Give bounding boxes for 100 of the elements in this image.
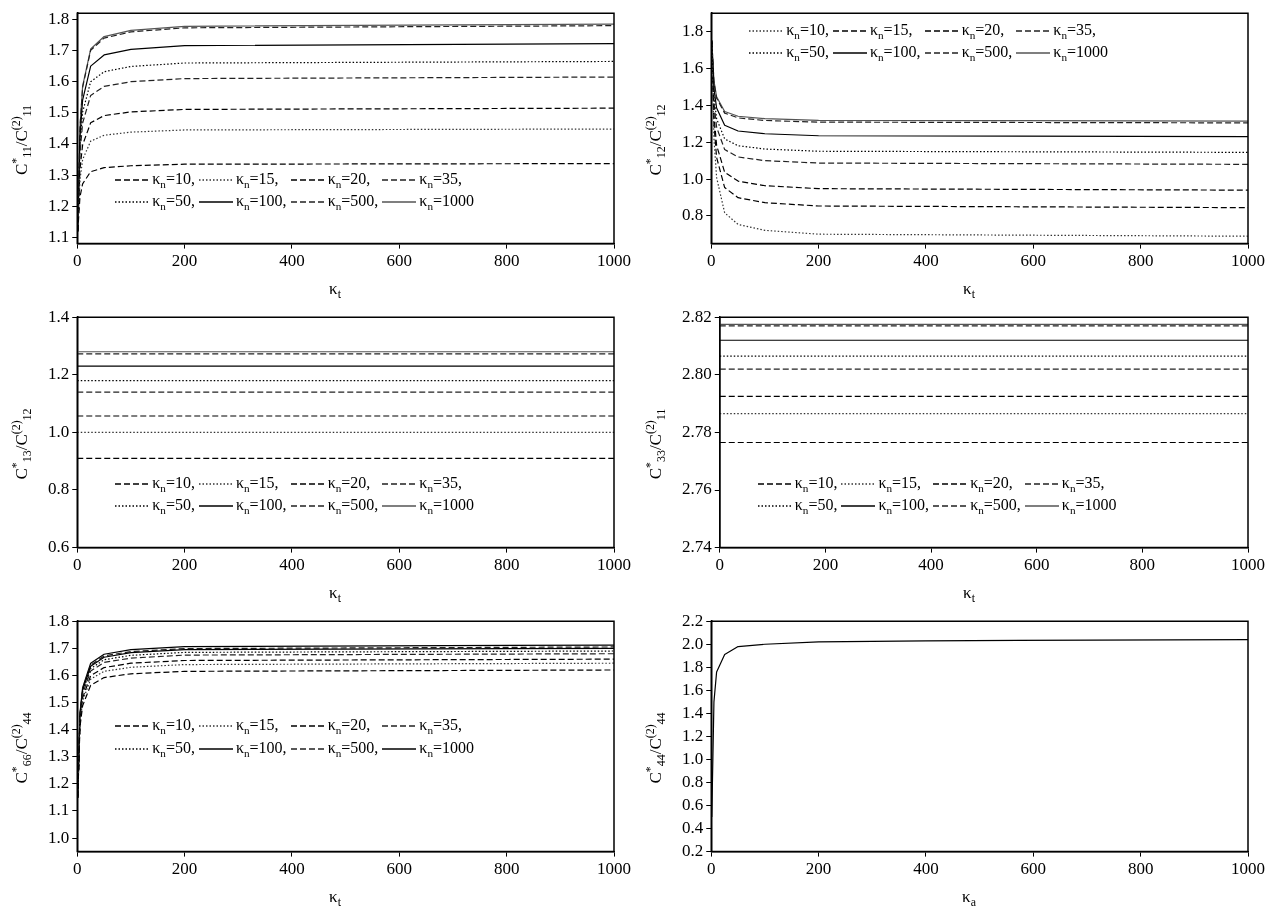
y-tick-label: 1.0 (48, 421, 70, 441)
legend-label: κ$_{n}$=35, (1061, 473, 1105, 494)
y-tick-label: 0.4 (682, 818, 704, 838)
x-tick-label: 200 (805, 859, 832, 879)
x-tick-label: 0 (73, 859, 82, 879)
legend-label: κ$_{n}$=500, (970, 495, 1021, 516)
y-tick-label: 1.8 (682, 21, 704, 41)
legend-label: κ$_{n}$=100, (878, 495, 930, 516)
x-tick-label: 200 (171, 859, 198, 879)
legend-label: κ$_{n}$=500, (961, 43, 1013, 64)
x-axis-title: κ$_{t}$ (962, 278, 976, 302)
x-axis-title: κ$_{t}$ (328, 582, 342, 606)
legend-label: κ$_{n}$=35, (419, 716, 462, 737)
x-tick-label: 200 (171, 251, 198, 271)
x-axis-title: κ$_{a}$ (961, 886, 977, 910)
legend-label: κ$_{n}$=50, (794, 495, 838, 516)
x-tick-label: 0 (73, 251, 82, 271)
x-tick-label: 400 (279, 859, 305, 879)
x-tick-label: 800 (1129, 555, 1156, 575)
x-tick-label: 400 (913, 859, 939, 879)
y-tick-label: 1.8 (48, 610, 70, 630)
y-tick-label: 2.74 (682, 537, 713, 557)
legend-label: κ$_{n}$=1000 (1061, 495, 1117, 516)
y-tick-label: 1.4 (48, 133, 70, 153)
y-tick-label: 2.76 (682, 479, 712, 499)
y-tick-label: 1.6 (682, 57, 704, 77)
legend-label: κ$_{n}$=20, (327, 473, 371, 494)
x-tick-label: 400 (913, 251, 939, 271)
x-tick-label: 600 (1023, 555, 1050, 575)
y-tick-label: 0.6 (48, 537, 70, 557)
x-tick-label: 800 (493, 251, 520, 271)
x-tick-label: 1000 (597, 555, 631, 575)
legend-label: κ$_{n}$=15, (869, 21, 913, 42)
y-tick-label: 1.7 (48, 637, 70, 657)
y-tick-label: 1.2 (48, 364, 70, 384)
y-tick-label: 1.2 (682, 725, 704, 745)
y-tick-label: 1.4 (682, 94, 704, 114)
x-tick-label: 0 (73, 555, 82, 575)
y-tick-label: 1.2 (48, 773, 70, 793)
legend-label: κ$_{n}$=50, (786, 43, 829, 64)
y-tick-label: 1.4 (682, 702, 704, 722)
y-tick-label: 1.8 (48, 8, 70, 28)
y-tick-label: 0.8 (48, 479, 70, 499)
x-tick-label: 1000 (597, 251, 631, 271)
legend-label: κ$_{n}$=10, (794, 473, 838, 494)
legend-label: κ$_{n}$=35, (419, 169, 462, 190)
x-axis-title: κ$_{t}$ (328, 278, 342, 302)
x-tick-label: 600 (386, 251, 413, 271)
y-tick-label: 0.2 (682, 841, 704, 861)
y-tick-label: 2.78 (682, 421, 712, 441)
y-tick-label: 1.8 (682, 656, 704, 676)
y-tick-label: 1.3 (48, 164, 70, 184)
legend-label: κ$_{n}$=1000 (419, 191, 474, 212)
y-tick-label: 1.6 (48, 71, 70, 91)
x-tick-label: 800 (1127, 859, 1154, 879)
y-tick-label: 1.0 (682, 168, 704, 188)
legend-label: κ$_{n}$=20, (970, 473, 1013, 494)
legend-label: κ$_{n}$=15, (235, 716, 279, 737)
legend-label: κ$_{n}$=20, (327, 716, 371, 737)
y-tick-label: 1.4 (48, 306, 70, 326)
legend-label: κ$_{n}$=100, (235, 191, 287, 212)
x-tick-label: 1000 (1231, 251, 1265, 271)
legend-label: κ$_{n}$=15, (235, 169, 279, 190)
legend-label: κ$_{n}$=50, (152, 191, 195, 212)
y-tick-label: 1.2 (48, 195, 70, 215)
legend-label: κ$_{n}$=100, (869, 43, 921, 64)
y-tick-label: 1.4 (48, 719, 70, 739)
x-tick-label: 0 (715, 555, 724, 575)
y-tick-label: 2.2 (682, 610, 704, 630)
legend-label: κ$_{n}$=15, (878, 473, 922, 494)
y-tick-label: 2.80 (682, 364, 712, 384)
x-tick-label: 200 (805, 251, 832, 271)
legend-label: κ$_{n}$=50, (152, 495, 195, 516)
legend-label: κ$_{n}$=1000 (419, 495, 474, 516)
y-tick-label: 1.1 (48, 800, 70, 820)
y-tick-label: 1.6 (48, 664, 70, 684)
x-tick-label: 400 (279, 555, 305, 575)
y-tick-label: 2.82 (682, 306, 712, 326)
legend-label: κ$_{n}$=100, (235, 495, 287, 516)
legend-label: κ$_{n}$=10, (152, 716, 195, 737)
legend-label: κ$_{n}$=20, (327, 169, 371, 190)
x-tick-label: 600 (1020, 251, 1047, 271)
legend-label: κ$_{n}$=50, (152, 738, 195, 759)
x-axis-title: κ$_{t}$ (962, 582, 976, 606)
x-tick-label: 800 (1127, 251, 1154, 271)
y-tick-label: 2.0 (682, 633, 704, 653)
legend-label: κ$_{n}$=1000 (419, 738, 474, 759)
x-tick-label: 1000 (1231, 859, 1265, 879)
legend-label: κ$_{n}$=15, (235, 473, 279, 494)
legend-label: κ$_{n}$=10, (152, 169, 195, 190)
x-tick-label: 400 (279, 251, 305, 271)
y-tick-label: 1.0 (48, 827, 70, 847)
legend-label: κ$_{n}$=20, (961, 21, 1005, 42)
x-tick-label: 0 (707, 251, 716, 271)
y-tick-label: 1.2 (682, 131, 704, 151)
legend-label: κ$_{n}$=500, (327, 191, 379, 212)
y-tick-label: 1.5 (48, 102, 70, 122)
y-tick-label: 1.0 (682, 748, 704, 768)
x-tick-label: 400 (918, 555, 944, 575)
x-tick-label: 600 (386, 859, 413, 879)
